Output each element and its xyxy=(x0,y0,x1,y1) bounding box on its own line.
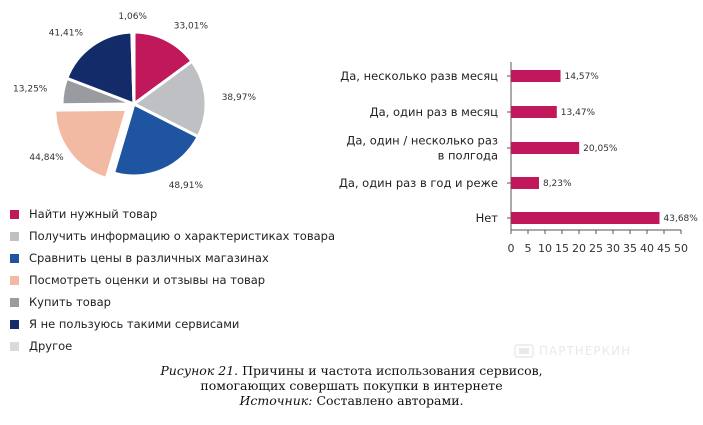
pie-slice-label: 38,97% xyxy=(222,93,257,103)
legend-swatch xyxy=(10,275,19,285)
pie-slice xyxy=(130,30,136,105)
bar-value-label: 13,47% xyxy=(561,108,596,118)
legend-item: Я не пользуюсь такими сервисами xyxy=(10,313,335,335)
pie-slice xyxy=(111,101,201,178)
x-tick-label: 20 xyxy=(572,242,586,255)
caption-source-label: Источник: xyxy=(239,393,313,408)
legend-swatch xyxy=(10,297,19,307)
x-tick-label: 10 xyxy=(538,242,552,255)
bar-chart: 14,57% Да, несколько разв месяц 13,47% Да, … xyxy=(339,62,699,255)
pie-slice-label: 33,01% xyxy=(174,21,209,31)
legend-swatch xyxy=(10,209,19,219)
legend-swatch xyxy=(10,231,19,241)
category-label: Да, несколько разв месяц xyxy=(340,69,498,83)
watermark: ПАРТНЕРКИН xyxy=(514,344,631,358)
x-tick-label: 0 xyxy=(508,242,515,255)
pie-slice xyxy=(132,30,195,107)
category-label: Да, один раз в месяц xyxy=(370,105,499,119)
figure-caption: Рисунок 21. Причины и частота использова… xyxy=(0,363,703,408)
caption-source-line: Источник: Составлено авторами. xyxy=(0,393,703,408)
category-label: Да, один раз в год и реже xyxy=(339,176,498,190)
legend-swatch xyxy=(10,341,19,351)
legend-item: Сравнить цены в различных магазинах xyxy=(10,247,335,269)
pie-chart: 33,01% 38,97% 48,91% 44,84% 13,25% 41,41% 1,06… xyxy=(13,12,257,191)
pie-legend: Найти нужный товар Получить информацию о … xyxy=(10,203,335,357)
pie-slice-label: 48,91% xyxy=(169,181,204,191)
caption-title-part-1: Причины и частота использования сервисов… xyxy=(238,363,543,378)
legend-label: Посмотреть оценки и отзывы на товар xyxy=(29,273,266,287)
category-label: Да, один / несколько раз xyxy=(346,134,498,148)
bar xyxy=(511,177,539,189)
bar-value-label: 43,68% xyxy=(664,214,699,224)
category-label: в полгода xyxy=(438,149,498,163)
caption-figure-number: Рисунок 21. xyxy=(160,363,239,378)
x-tick-label: 40 xyxy=(640,242,654,255)
pie-slice xyxy=(53,107,129,181)
bar xyxy=(511,212,660,224)
legend-item: Купить товар xyxy=(10,291,335,313)
pie-slice xyxy=(64,30,136,107)
bar-value-label: 14,57% xyxy=(565,72,600,82)
pie-slice xyxy=(131,59,208,139)
pie-slice-label: 1,06% xyxy=(118,12,147,22)
bar-value-label: 20,05% xyxy=(583,144,618,154)
bar xyxy=(511,70,561,82)
partnerkin-logo-icon xyxy=(514,344,534,358)
bar xyxy=(511,142,580,154)
pie-slice-label: 13,25% xyxy=(13,84,48,94)
x-tick-label: 25 xyxy=(589,242,603,255)
legend-item: Посмотреть оценки и отзывы на товар xyxy=(10,269,335,291)
bar-value-label: 8,23% xyxy=(543,179,572,189)
legend-label: Другое xyxy=(29,339,73,353)
legend-label: Получить информацию о характеристиках то… xyxy=(29,229,336,243)
watermark-text: ПАРТНЕРКИН xyxy=(539,344,632,358)
bar xyxy=(511,106,557,118)
x-tick-label: 30 xyxy=(606,242,620,255)
x-tick-label: 15 xyxy=(555,242,569,255)
legend-swatch xyxy=(10,253,19,263)
legend-label: Сравнить цены в различных магазинах xyxy=(29,251,269,265)
caption-line-1: Рисунок 21. Причины и частота использова… xyxy=(0,363,703,378)
pie-slice-label: 44,84% xyxy=(29,153,64,163)
legend-item: Найти нужный товар xyxy=(10,203,335,225)
category-label: Нет xyxy=(476,211,499,225)
caption-line-2: помогающих совершать покупки в интернете xyxy=(200,378,503,393)
x-tick-label: 35 xyxy=(623,242,637,255)
legend-swatch xyxy=(10,319,19,329)
legend-item: Другое xyxy=(10,335,335,357)
legend-label: Купить товар xyxy=(29,295,111,309)
x-tick-label: 50 xyxy=(674,242,688,255)
legend-label: Найти нужный товар xyxy=(29,207,158,221)
x-tick-label: 5 xyxy=(525,242,532,255)
x-tick-label: 45 xyxy=(657,242,671,255)
legend-label: Я не пользуюсь такими сервисами xyxy=(29,317,240,331)
pie-slice-label: 41,41% xyxy=(49,28,84,38)
caption-source-text: Составлено авторами. xyxy=(312,393,464,408)
legend-item: Получить информацию о характеристиках то… xyxy=(10,225,335,247)
